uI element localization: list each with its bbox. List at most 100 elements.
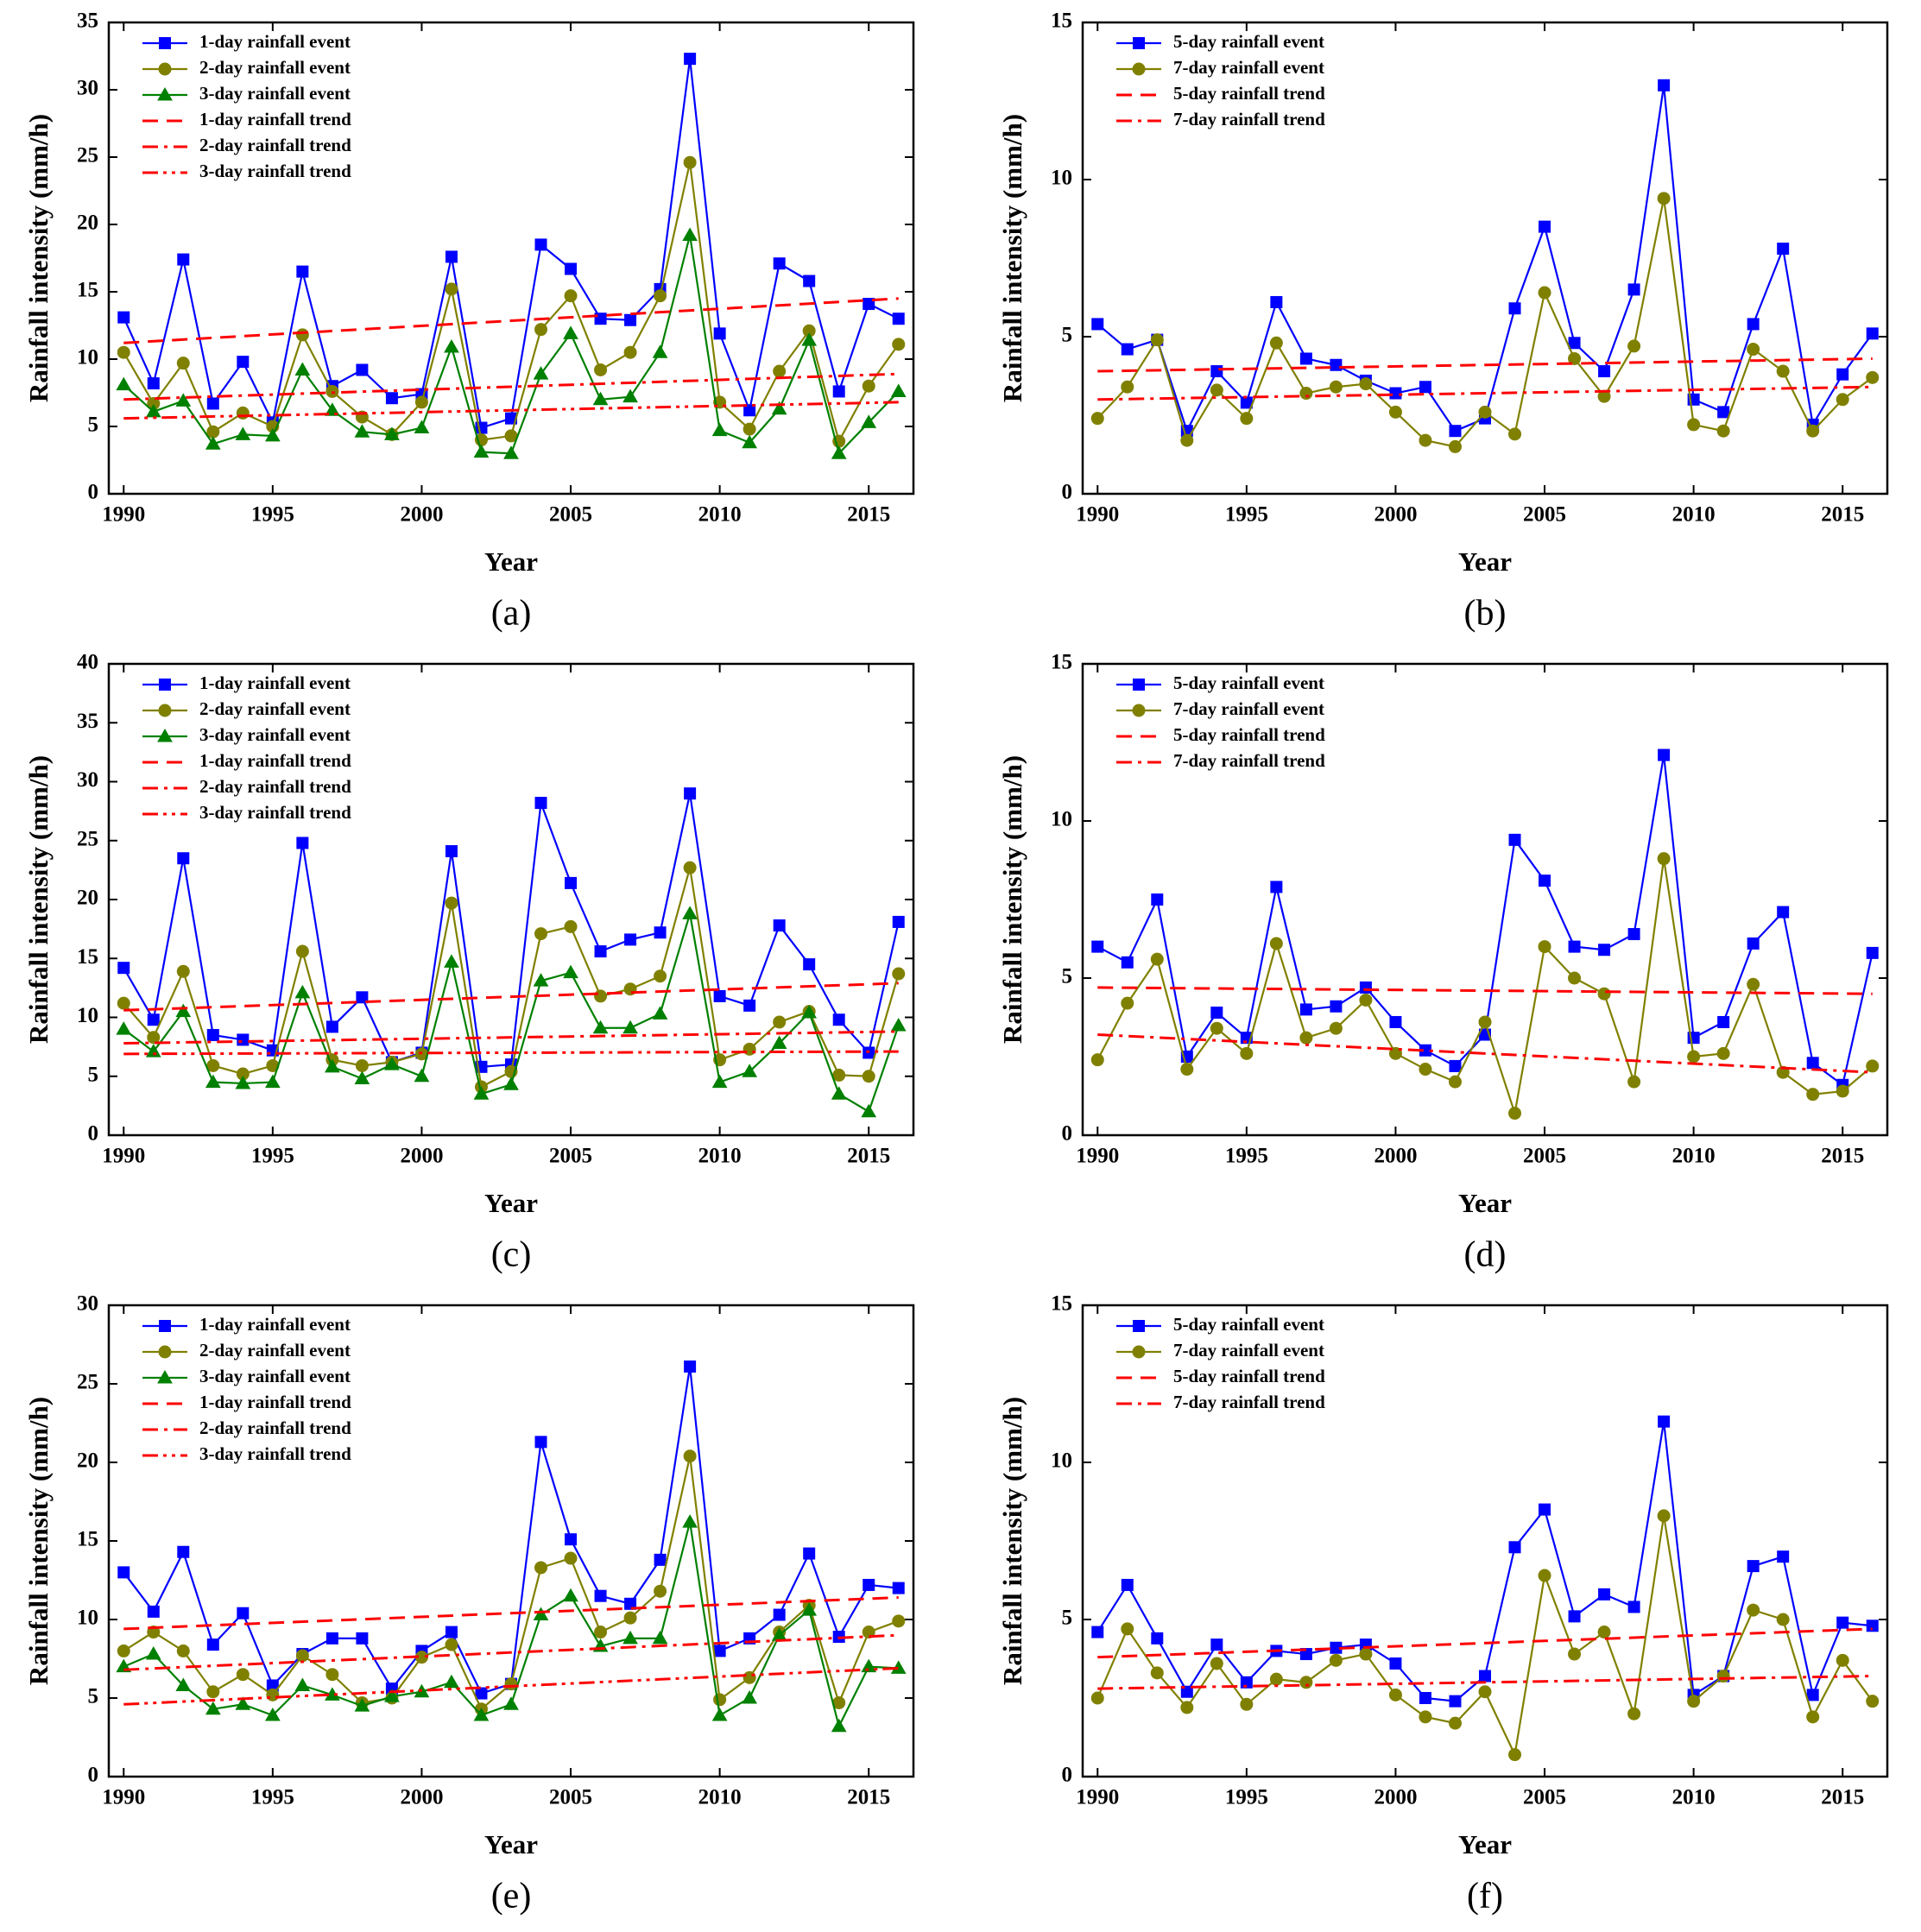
marker: [1836, 1616, 1849, 1629]
marker: [1270, 881, 1283, 893]
marker: [1090, 1691, 1104, 1705]
marker: [264, 1074, 281, 1089]
marker: [1776, 1613, 1790, 1626]
legend-label: 5-day rainfall trend: [1173, 724, 1325, 745]
marker: [205, 1701, 221, 1715]
legend-label: 1-day rainfall event: [199, 31, 351, 52]
marker: [117, 962, 130, 975]
legend-label: 2-day rainfall event: [199, 1340, 351, 1361]
marker: [592, 1020, 609, 1034]
trend-line: [1097, 357, 1873, 373]
marker: [117, 345, 130, 359]
marker: [1508, 833, 1521, 846]
marker: [1210, 1021, 1223, 1035]
marker: [177, 1545, 190, 1558]
trend-line: [123, 1633, 899, 1671]
marker: [414, 420, 430, 434]
marker: [325, 1668, 339, 1682]
panel: 0 5 10 15 20 25 30 35 40 1990 1995 2000 2005 2010 2015…: [23, 651, 915, 1275]
y-axis-label: Rainfall intensity (mm/h): [997, 1397, 1027, 1685]
marker: [147, 1605, 160, 1618]
marker: [683, 155, 697, 169]
marker: [1090, 412, 1104, 426]
y-tick-label: 0: [88, 1122, 99, 1146]
legend-label: 1-day rainfall trend: [199, 1392, 351, 1412]
marker: [1747, 343, 1760, 357]
marker: [771, 401, 787, 415]
marker: [1747, 1560, 1760, 1573]
marker: [1658, 1415, 1671, 1428]
legend-label: 5-day rainfall event: [1173, 1314, 1324, 1335]
trend-line: [123, 1030, 899, 1045]
marker: [158, 704, 172, 717]
marker: [1270, 295, 1283, 308]
marker: [892, 313, 905, 325]
marker: [1269, 336, 1283, 350]
marker: [236, 1668, 250, 1682]
y-tick-label: 5: [1062, 324, 1073, 347]
y-axis-label: Rainfall intensity (mm/h): [23, 1397, 54, 1685]
y-tick-label: 10: [77, 1607, 98, 1630]
marker: [892, 915, 905, 928]
marker: [801, 1005, 818, 1019]
marker: [1210, 1638, 1223, 1651]
y-tick-label: 15: [1051, 9, 1072, 33]
x-tick-label: 2010: [698, 1786, 742, 1809]
marker: [1568, 337, 1581, 350]
marker: [1419, 1063, 1432, 1076]
marker: [862, 1070, 875, 1083]
panel: 0 5 10 15 20 25 30 1990 1995 2000 2005 2010 2015 Year…: [23, 1292, 915, 1916]
legend-label: 3-day rainfall event: [199, 83, 351, 104]
marker: [235, 426, 251, 440]
marker: [444, 954, 459, 968]
legend-label: 3-day rainfall trend: [199, 161, 351, 181]
x-axis-label: Year: [484, 546, 538, 577]
y-tick-label: 20: [77, 212, 98, 235]
legend-label: 1-day rainfall trend: [199, 109, 351, 129]
legend-label: 7-day rainfall trend: [1173, 1392, 1325, 1412]
x-tick-label: 2000: [1374, 1145, 1417, 1168]
marker: [534, 323, 548, 337]
marker: [1121, 1622, 1134, 1636]
marker: [1717, 406, 1730, 419]
marker: [1687, 1050, 1701, 1064]
marker: [1330, 358, 1343, 371]
marker: [354, 1698, 370, 1712]
marker: [1329, 1653, 1343, 1667]
x-tick-label: 1995: [251, 1145, 294, 1168]
marker: [742, 1689, 758, 1704]
marker: [1866, 370, 1880, 384]
marker: [1627, 928, 1640, 941]
marker: [1478, 405, 1492, 419]
marker: [1389, 1015, 1402, 1028]
x-tick-label: 2000: [400, 503, 443, 527]
marker: [159, 1320, 171, 1332]
legend-label: 1-day rainfall event: [199, 672, 351, 693]
marker: [354, 424, 370, 438]
marker: [892, 1582, 905, 1594]
marker: [159, 37, 171, 49]
marker: [1627, 1707, 1641, 1720]
y-tick-label: 5: [88, 414, 99, 437]
x-tick-label: 2010: [698, 1145, 742, 1168]
marker: [504, 1677, 518, 1691]
marker: [1388, 1688, 1402, 1702]
marker: [325, 1020, 338, 1033]
marker: [1151, 1632, 1164, 1645]
marker: [1538, 940, 1551, 954]
marker: [1597, 1626, 1611, 1639]
trend-line: [1097, 1627, 1873, 1659]
marker: [563, 1588, 578, 1602]
marker: [862, 379, 875, 393]
legend-label: 5-day rainfall event: [1173, 31, 1324, 52]
marker: [176, 964, 190, 978]
marker: [623, 1611, 637, 1625]
marker: [801, 332, 818, 346]
marker: [1657, 1509, 1671, 1523]
marker: [325, 1632, 338, 1645]
marker: [384, 1689, 400, 1702]
y-tick-label: 25: [77, 1371, 98, 1394]
marker: [684, 787, 697, 800]
y-axis-label: Rainfall intensity (mm/h): [997, 755, 1027, 1044]
marker: [264, 427, 281, 442]
